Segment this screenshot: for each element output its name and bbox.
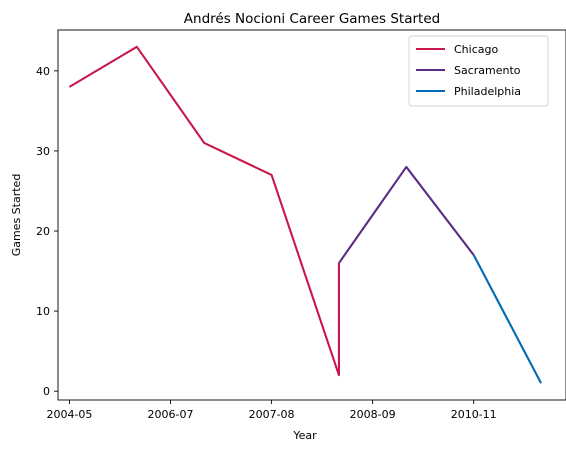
x-axis: 2004-05 2006-07 2007-08 2008-09 2010-11 bbox=[46, 400, 497, 421]
x-tick-label: 2010-11 bbox=[451, 408, 497, 421]
plot-area bbox=[68, 45, 542, 384]
x-tick-label: 2008-09 bbox=[350, 408, 396, 421]
legend: Chicago Sacramento Philadelphia bbox=[408, 35, 549, 107]
y-tick-label: 10 bbox=[36, 305, 50, 318]
series-line-philadelphia bbox=[472, 254, 542, 384]
x-tick-label: 2004-05 bbox=[46, 408, 92, 421]
legend-box bbox=[408, 35, 549, 107]
x-axis-label: Year bbox=[292, 429, 317, 442]
y-tick-label: 20 bbox=[36, 225, 50, 238]
chart-title: Andrés Nocioni Career Games Started bbox=[184, 11, 440, 27]
y-tick-label: 40 bbox=[36, 65, 50, 78]
x-tick-label: 2006-07 bbox=[148, 408, 194, 421]
legend-label-philadelphia: Philadelphia bbox=[454, 85, 521, 98]
y-axis-label: Games Started bbox=[10, 174, 23, 257]
legend-label-sacramento: Sacramento bbox=[454, 64, 521, 77]
legend-label-chicago: Chicago bbox=[454, 43, 498, 56]
y-tick-label: 0 bbox=[43, 385, 50, 398]
series-line-sacramento bbox=[338, 165, 475, 264]
x-tick-label: 2007-08 bbox=[249, 408, 295, 421]
series-line-chicago bbox=[68, 45, 340, 377]
plot-frame bbox=[57, 29, 566, 401]
y-tick-label: 30 bbox=[36, 145, 50, 158]
y-axis: 0 10 20 30 40 bbox=[36, 65, 58, 398]
